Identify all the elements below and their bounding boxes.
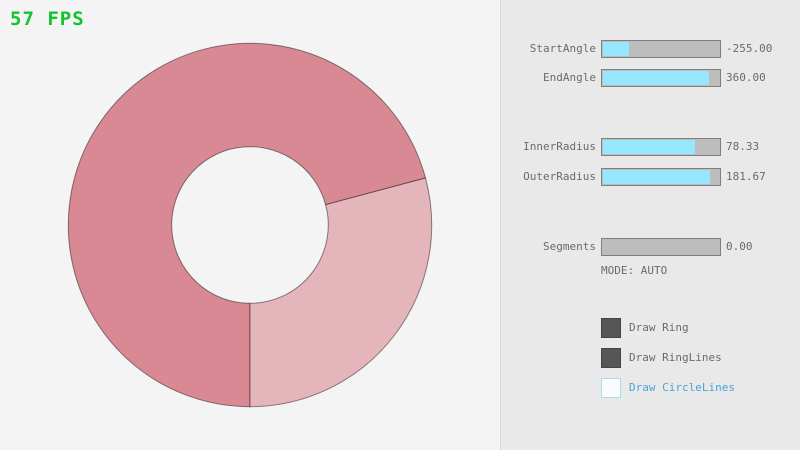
ring-segment-double-overlap	[67, 42, 427, 408]
mode-label: MODE: AUTO	[601, 264, 668, 277]
draw-ring-label: Draw Ring	[629, 321, 689, 334]
segments-label: Segments	[543, 240, 596, 253]
startangle-label: StartAngle	[529, 42, 596, 55]
draw-ring-checkbox[interactable]	[601, 318, 621, 338]
startangle-value: -255.00	[726, 42, 773, 55]
slider-row-startangle: StartAngle -255.00	[501, 40, 800, 58]
endangle-slider[interactable]	[601, 69, 721, 87]
segments-slider[interactable]	[601, 238, 721, 256]
draw-circlelines-label: Draw CircleLines	[629, 381, 735, 394]
innerradius-value: 78.33	[726, 140, 760, 153]
slider-row-segments: Segments 0.00	[501, 238, 800, 256]
checkbox-row-draw-ringlines: Draw RingLines	[601, 348, 800, 368]
endangle-value: 360.00	[726, 71, 766, 84]
controls-panel: StartAngle -255.00 EndAngle 360.00 Inner…	[500, 0, 800, 450]
slider-row-endangle: EndAngle 360.00	[501, 69, 800, 87]
fps-counter: 57 FPS	[10, 8, 85, 30]
slider-fill	[603, 42, 629, 56]
innerradius-label: InnerRadius	[523, 140, 596, 153]
outerradius-slider[interactable]	[601, 168, 721, 186]
segments-value: 0.00	[726, 240, 753, 253]
slider-row-outerradius: OuterRadius 181.67	[501, 168, 800, 186]
slider-fill	[603, 170, 711, 184]
slider-fill	[603, 140, 696, 154]
ring-segment-single	[249, 177, 433, 408]
startangle-slider[interactable]	[601, 40, 721, 58]
innerradius-slider[interactable]	[601, 138, 721, 156]
endangle-label: EndAngle	[543, 71, 596, 84]
slider-row-innerradius: InnerRadius 78.33	[501, 138, 800, 156]
checkbox-row-draw-circlelines: Draw CircleLines	[601, 378, 800, 398]
ring-canvas	[67, 42, 433, 408]
checkbox-row-draw-ring: Draw Ring	[601, 318, 800, 338]
slider-fill	[603, 71, 710, 85]
draw-ringlines-checkbox[interactable]	[601, 348, 621, 368]
draw-circlelines-checkbox[interactable]	[601, 378, 621, 398]
draw-ringlines-label: Draw RingLines	[629, 351, 722, 364]
outerradius-value: 181.67	[726, 170, 766, 183]
outerradius-label: OuterRadius	[523, 170, 596, 183]
